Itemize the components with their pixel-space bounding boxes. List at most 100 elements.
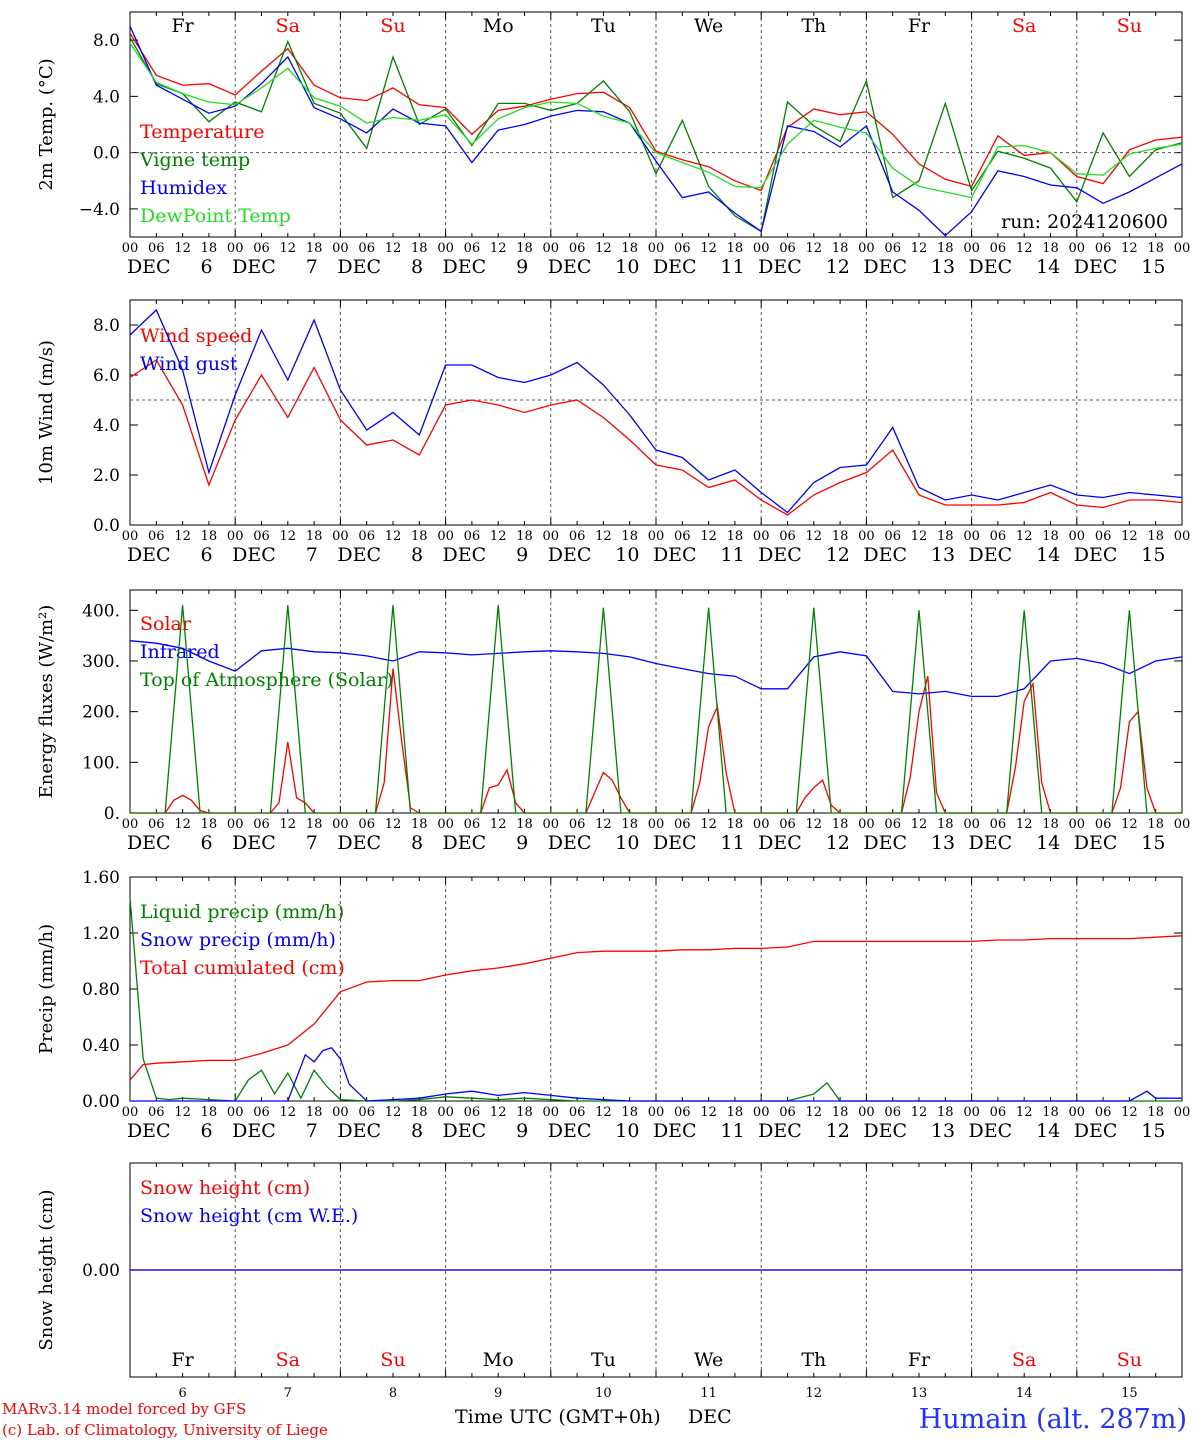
hour-tick-label: 06 xyxy=(253,1105,270,1120)
legend-entry: Infrared xyxy=(140,641,220,663)
hour-tick-label: 18 xyxy=(1147,817,1164,832)
day-number-label: 13 xyxy=(931,544,955,566)
weekday-label: Sa xyxy=(1012,1349,1036,1371)
hour-tick-label: 18 xyxy=(1042,529,1059,544)
month-label: DEC xyxy=(337,544,381,566)
y-axis-label: Precip (mm/h) xyxy=(36,924,57,1054)
day-number-label: 10 xyxy=(615,1120,639,1142)
weekday-label: We xyxy=(694,15,723,37)
hour-tick-label: 18 xyxy=(411,817,428,832)
weekday-label: Su xyxy=(380,1349,405,1371)
weekday-label: Sa xyxy=(1012,15,1036,37)
month-label: DEC xyxy=(758,544,802,566)
hour-tick-label: 00 xyxy=(122,817,139,832)
hour-tick-label: 12 xyxy=(490,241,507,256)
weekday-label: Su xyxy=(380,15,405,37)
hour-tick-label: 12 xyxy=(595,241,612,256)
run-annotation: run: 2024120600 xyxy=(1001,211,1168,233)
day-number-label: 14 xyxy=(1036,544,1060,566)
hour-tick-label: 18 xyxy=(727,1105,744,1120)
month-label: DEC xyxy=(863,256,907,278)
hour-tick-label: 12 xyxy=(595,817,612,832)
legend-entry: Snow height (cm) xyxy=(140,1177,310,1199)
hour-tick-label: 18 xyxy=(621,1105,638,1120)
day-number-label: 10 xyxy=(615,256,639,278)
hour-tick-label: 00 xyxy=(963,529,980,544)
day-number-label: 8 xyxy=(411,544,423,566)
hour-tick-label: 18 xyxy=(832,817,849,832)
series-line-infrared xyxy=(129,640,1183,698)
hour-tick-label: 06 xyxy=(464,817,481,832)
hour-tick-label: 18 xyxy=(306,529,323,544)
hour-tick-label: 06 xyxy=(1095,817,1112,832)
hour-tick-label: 18 xyxy=(832,241,849,256)
weekday-label: Fr xyxy=(908,15,931,37)
hour-tick-label: 00 xyxy=(1069,241,1086,256)
panel-3: 0. 100. 200. 300. 400. Energy fluxes (W/m²) So… xyxy=(36,589,1190,854)
day-number-label: 11 xyxy=(721,544,745,566)
hour-tick-label: 12 xyxy=(174,817,191,832)
hour-tick-label: 18 xyxy=(1042,241,1059,256)
month-label: DEC xyxy=(969,256,1013,278)
hour-tick-label: 06 xyxy=(884,1105,901,1120)
month-label: DEC xyxy=(653,544,697,566)
hour-tick-label: 00 xyxy=(963,1105,980,1120)
hour-tick-label: 00 xyxy=(122,241,139,256)
hour-tick-label: 06 xyxy=(358,1105,375,1120)
y-tick-label: 0.80 xyxy=(82,980,120,1000)
hour-tick-label: 06 xyxy=(358,529,375,544)
hour-tick-label: 12 xyxy=(490,529,507,544)
day-number-label: 10 xyxy=(615,832,639,854)
hour-tick-label: 12 xyxy=(385,1105,402,1120)
hour-tick-label: 06 xyxy=(884,529,901,544)
hour-tick-label: 12 xyxy=(1016,241,1033,256)
hour-tick-label: 06 xyxy=(464,529,481,544)
weekday-label: Fr xyxy=(171,15,194,37)
hour-tick-label: 06 xyxy=(674,817,691,832)
hour-tick-label: 00 xyxy=(227,529,244,544)
hour-tick-label: 00 xyxy=(437,1105,454,1120)
hour-tick-label: 00 xyxy=(753,529,770,544)
y-tick-label: 0.0 xyxy=(93,516,120,536)
hour-tick-label: 00 xyxy=(1069,1105,1086,1120)
hour-tick-label: 06 xyxy=(779,1105,796,1120)
credit-line-1: MARv3.14 model forced by GFS xyxy=(2,1400,246,1418)
series-line-temperature xyxy=(129,32,1183,192)
y-tick-label: 100. xyxy=(82,753,120,773)
day-number-label: 8 xyxy=(411,1120,423,1142)
hour-tick-label: 06 xyxy=(674,241,691,256)
month-label: DEC xyxy=(653,1120,697,1142)
day-number-label: 6 xyxy=(201,544,213,566)
day-number-label: 10 xyxy=(615,544,639,566)
hour-tick-label: 12 xyxy=(1016,529,1033,544)
hour-tick-label: 12 xyxy=(911,241,928,256)
day-number-label: 13 xyxy=(931,1120,955,1142)
day-number-label: 13 xyxy=(931,256,955,278)
month-label: DEC xyxy=(1074,544,1118,566)
month-label: DEC xyxy=(969,1120,1013,1142)
month-label: DEC xyxy=(969,544,1013,566)
hour-tick-label: 18 xyxy=(306,1105,323,1120)
weekday-label: Fr xyxy=(908,1349,931,1371)
month-label: DEC xyxy=(758,832,802,854)
hour-tick-label: 06 xyxy=(990,1105,1007,1120)
hour-tick-label: 18 xyxy=(1147,241,1164,256)
plot-frame xyxy=(129,11,1183,238)
month-label: DEC xyxy=(863,832,907,854)
y-tick-label: 8.0 xyxy=(93,31,120,51)
hour-tick-label: 12 xyxy=(595,1105,612,1120)
hour-tick-label: 00 xyxy=(543,241,560,256)
month-label: DEC xyxy=(232,544,276,566)
hour-tick-label: 12 xyxy=(1016,1105,1033,1120)
legend-entry: Top of Atmosphere (Solar) xyxy=(140,669,393,691)
hour-tick-label: 18 xyxy=(201,817,218,832)
day-number-label: 14 xyxy=(1036,256,1060,278)
month-label: DEC xyxy=(1074,1120,1118,1142)
hour-tick-label: 18 xyxy=(201,1105,218,1120)
month-label: DEC xyxy=(337,832,381,854)
hour-tick-label: 00 xyxy=(227,241,244,256)
series-line-humidex xyxy=(129,25,1183,237)
hour-tick-label: 00 xyxy=(543,1105,560,1120)
hour-tick-label: 12 xyxy=(385,817,402,832)
